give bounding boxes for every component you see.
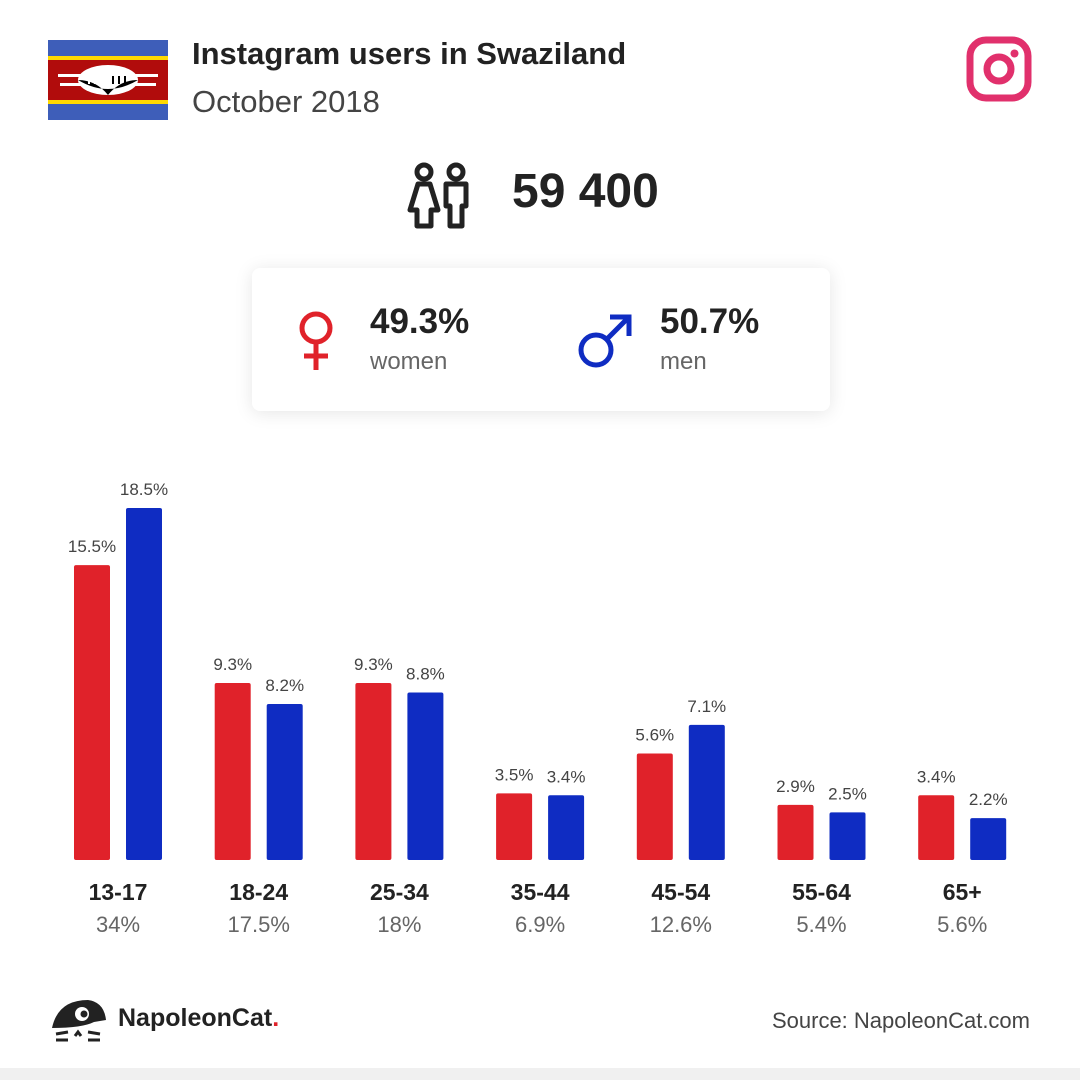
bar-men-35-44 [548,795,585,860]
people-icon [407,162,469,229]
category-label: 65+ [943,879,982,905]
category-total: 5.6% [937,912,987,937]
data-label: 2.2% [969,790,1008,809]
bar-women-25-34 [355,683,392,860]
bar-men-65+ [970,818,1007,860]
page-title: Instagram users in Swaziland [192,36,627,71]
category-label: 45-54 [651,879,710,905]
bar-men-13-17 [126,508,162,860]
bar-men-45-54 [688,724,725,860]
bottom-strip [0,1068,1080,1080]
category-total: 5.4% [796,912,846,937]
female-symbol-icon [299,311,333,370]
category-total: 34% [96,912,140,937]
brand-dot: . [272,1004,280,1032]
category-total: 12.6% [650,912,712,937]
category-label: 18-24 [229,879,288,905]
data-label: 9.3% [213,655,252,674]
women-label: women [370,348,448,375]
category-label: 13-17 [89,879,148,905]
page-subtitle: October 2018 [192,84,380,119]
data-label: 3.4% [547,767,586,786]
bar-women-65+ [918,795,955,860]
women-percentage: 49.3% [370,302,470,341]
data-label: 7.1% [687,697,726,716]
bar-women-45-54 [636,753,673,860]
age-gender-bar-chart: 15.5% 18.5% 13-17 34% 9.3% 8.2% 18-24 17.5% 9.3%… [68,480,1008,937]
bar-men-25-34 [407,692,444,860]
data-label: 2.9% [776,777,815,796]
bar-men-55-64 [829,812,866,860]
data-label: 9.3% [354,655,393,674]
swaziland-flag-icon [48,40,168,120]
data-label: 3.5% [495,765,534,784]
bar-women-35-44 [496,793,533,860]
male-symbol-icon [578,314,632,368]
category-total: 6.9% [515,912,565,937]
instagram-icon [966,36,1032,102]
total-users: 59 400 [512,165,659,218]
bar-women-18-24 [214,683,251,860]
brand-name: NapoleonCat. [118,1004,279,1033]
source-credit: Source: NapoleonCat.com [771,1008,1030,1033]
men-label: men [660,348,707,375]
bar-women-55-64 [777,804,814,860]
category-total: 17.5% [228,912,290,937]
data-label: 8.8% [406,665,445,684]
data-label: 18.5% [120,480,168,499]
data-label: 2.5% [828,784,867,803]
category-label: 35-44 [511,879,570,905]
gender-split-card: 49.3% women 50.7% men [252,268,830,411]
category-label: 25-34 [370,879,429,905]
brand-name-text: NapoleonCat [118,1004,273,1032]
data-label: 5.6% [635,725,674,744]
bar-men-18-24 [266,703,303,860]
category-label: 55-64 [792,879,851,905]
data-label: 15.5% [68,537,116,556]
napoleoncat-logo-icon [52,1000,106,1042]
category-total: 18% [377,912,421,937]
data-label: 8.2% [265,676,304,695]
bar-women-13-17 [74,565,110,860]
men-percentage: 50.7% [660,302,760,341]
data-label: 3.4% [917,767,956,786]
